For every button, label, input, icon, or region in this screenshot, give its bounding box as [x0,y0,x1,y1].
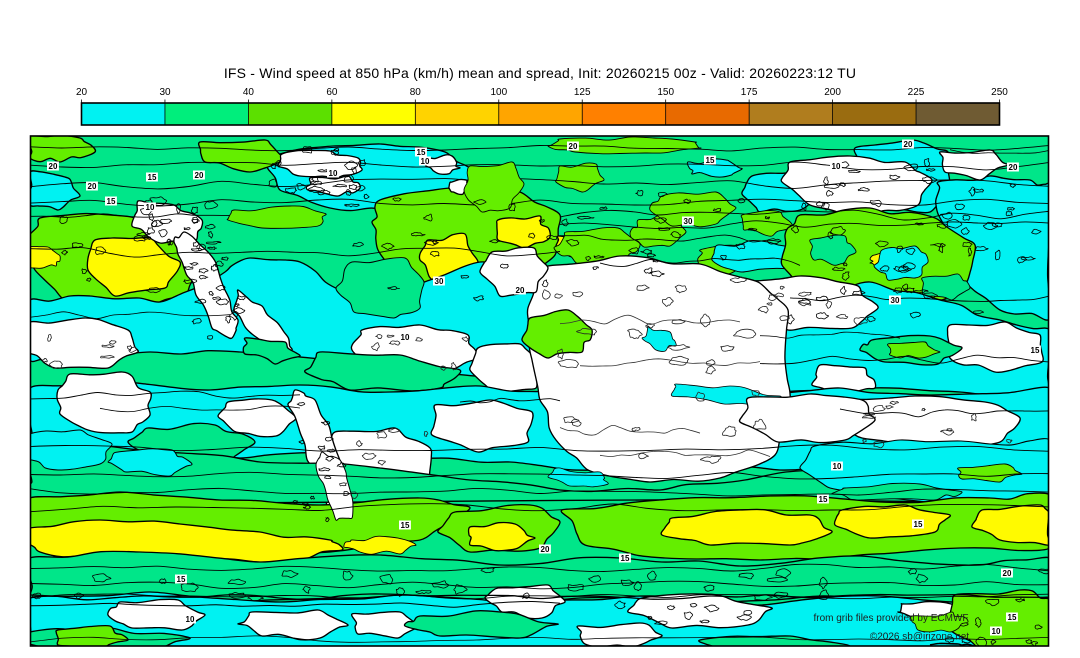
svg-text:10: 10 [833,462,842,471]
svg-text:225: 225 [908,87,925,98]
svg-text:20: 20 [49,162,58,171]
svg-text:20: 20 [1009,163,1018,172]
svg-text:30: 30 [159,87,171,98]
svg-text:15: 15 [914,520,923,529]
svg-text:40: 40 [243,87,255,98]
svg-text:15: 15 [107,197,116,206]
svg-text:15: 15 [417,148,426,157]
svg-text:10: 10 [329,169,338,178]
svg-text:60: 60 [326,87,338,98]
svg-text:IFS - Wind speed at 850 hPa (k: IFS - Wind speed at 850 hPa (km/h) mean … [224,65,856,81]
svg-text:15: 15 [621,554,630,563]
svg-text:200: 200 [824,87,841,98]
svg-text:20: 20 [541,545,550,554]
svg-text:©2026 sb@irizone.net: ©2026 sb@irizone.net [870,632,969,643]
svg-text:10: 10 [832,162,841,171]
svg-text:15: 15 [706,156,715,165]
svg-text:20: 20 [569,142,578,151]
svg-text:20: 20 [76,87,88,98]
svg-text:150: 150 [657,87,674,98]
svg-text:10: 10 [186,615,195,624]
svg-text:15: 15 [819,495,828,504]
svg-text:30: 30 [435,277,444,286]
svg-text:20: 20 [195,171,204,180]
svg-text:10: 10 [992,627,1001,636]
svg-text:100: 100 [490,87,507,98]
svg-text:15: 15 [148,173,157,182]
svg-text:175: 175 [741,87,758,98]
svg-text:125: 125 [574,87,591,98]
svg-text:15: 15 [1031,346,1040,355]
svg-text:15: 15 [401,521,410,530]
svg-text:250: 250 [991,87,1008,98]
svg-text:30: 30 [891,296,900,305]
svg-text:10: 10 [146,203,155,212]
svg-text:15: 15 [1008,613,1017,622]
svg-text:20: 20 [904,140,913,149]
svg-text:from grib files provided by EC: from grib files provided by ECMWF [813,613,968,624]
svg-text:20: 20 [516,286,525,295]
svg-text:10: 10 [421,157,430,166]
svg-text:20: 20 [1003,569,1012,578]
svg-text:10: 10 [401,333,410,342]
svg-text:15: 15 [177,575,186,584]
svg-text:20: 20 [88,182,97,191]
svg-text:80: 80 [410,87,422,98]
svg-text:30: 30 [684,217,693,226]
